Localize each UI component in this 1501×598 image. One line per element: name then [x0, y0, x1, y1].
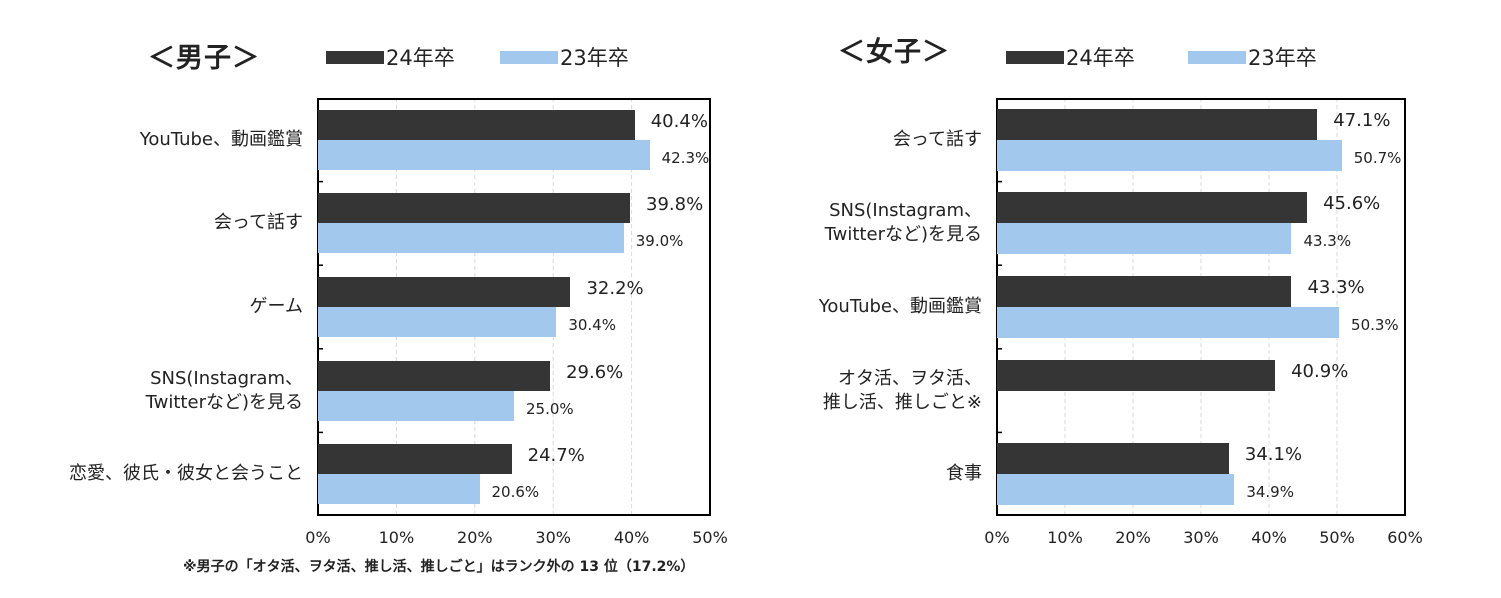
value-label-24: 24.7% [527, 445, 585, 467]
value-label-24: 47.1% [1333, 109, 1391, 131]
value-label-24: 34.1% [1244, 444, 1303, 466]
bar-23 [318, 223, 624, 254]
bar-23 [997, 223, 1292, 255]
bar-24 [997, 359, 1276, 391]
male-chart-title: ＜男子＞ [148, 43, 260, 74]
bar-24 [997, 276, 1292, 307]
x-tick-label: 0% [305, 528, 331, 547]
bar-23 [318, 139, 650, 170]
category-label: 食事 [946, 463, 982, 485]
legend-label-24: 24年卒 [1066, 46, 1135, 70]
bar-23 [997, 139, 1342, 171]
legend-swatch-23 [1188, 50, 1246, 64]
bar-24 [318, 444, 512, 475]
value-label-23: 43.3% [1303, 232, 1352, 251]
value-label-24: 40.4% [650, 110, 708, 132]
bar-24 [997, 192, 1308, 224]
value-label-24: 29.6% [566, 361, 624, 383]
bar-24 [318, 109, 635, 140]
male-chart-footnote: ※男子の「オタ活、ヲタ活、推し活、推しごと」はランク外の 13 位（17.2%） [183, 559, 695, 575]
value-label-24: 40.9% [1291, 360, 1349, 382]
category-label: YouTube、動画鑑賞 [818, 296, 982, 317]
value-label-24: 32.2% [586, 278, 644, 299]
x-tick-label: 30% [1183, 528, 1219, 547]
x-tick-label: 40% [613, 528, 650, 547]
category-label: 会って話す [892, 128, 982, 150]
bar-24 [318, 360, 551, 391]
bar-24 [318, 277, 571, 307]
value-label-23: 42.3% [661, 148, 710, 167]
bar-23 [318, 307, 557, 337]
category-label: SNS(Instagram、 Twitterなど)を見る [824, 200, 982, 246]
x-tick-label: 60% [1387, 528, 1423, 547]
legend-swatch-24 [326, 50, 384, 64]
legend-item-23: 23年卒 [500, 46, 629, 70]
value-label-23: 25.0% [526, 399, 574, 418]
category-label: 恋愛、彼氏・彼女と会うこと [69, 463, 303, 485]
female-chart-title: ＜女子＞ [838, 37, 950, 68]
value-label-23: 34.9% [1246, 483, 1294, 502]
bar-23 [997, 307, 1340, 338]
x-tick-label: 30% [535, 528, 571, 547]
legend-label-24: 24年卒 [386, 46, 455, 70]
x-tick-label: 0% [984, 528, 1010, 547]
legend-label-23: 23年卒 [1248, 46, 1317, 70]
value-label-24: 45.6% [1323, 193, 1381, 215]
value-label-23: 20.6% [491, 483, 540, 502]
legend-item-24: 24年卒 [326, 46, 455, 70]
bar-24 [997, 108, 1318, 140]
x-tick-label: 40% [1251, 528, 1287, 547]
category-label: ゲーム [249, 296, 303, 317]
value-label-23: 39.0% [635, 232, 684, 251]
female-chart-panel: ＜女子＞ 24年卒 23年卒 会って話す 47.1% 50.7% SNS(Instag… [750, 0, 1501, 598]
x-tick-label: 10% [378, 528, 415, 547]
x-tick-label: 10% [1047, 528, 1083, 547]
legend-swatch-24 [1006, 50, 1064, 64]
value-label-23: 30.4% [568, 316, 616, 334]
legend-swatch-23 [500, 50, 558, 64]
x-tick-label: 20% [1115, 528, 1151, 547]
bar-24 [997, 443, 1229, 475]
category-label: オタ活、ヲタ活、 推し活、推しごと※ [822, 367, 982, 413]
category-label: SNS(Instagram、 Twitterなど)を見る [145, 367, 303, 413]
bar-23 [318, 390, 514, 421]
value-label-24: 43.3% [1307, 277, 1365, 298]
bar-23 [318, 474, 480, 505]
legend-label-23: 23年卒 [560, 46, 629, 70]
x-tick-label: 20% [457, 528, 493, 547]
value-label-23: 50.3% [1351, 316, 1399, 334]
x-tick-label: 50% [1319, 528, 1355, 547]
legend-item-24: 24年卒 [1006, 46, 1135, 70]
category-label: 会って話す [213, 212, 303, 234]
bar-24 [318, 193, 631, 224]
value-label-24: 39.8% [646, 194, 704, 216]
male-chart-panel: ＜男子＞ 24年卒 23年卒 YouTube、動画鑑賞 40.4% 42.3% 会って… [0, 0, 750, 598]
category-label: YouTube、動画鑑賞 [139, 128, 303, 150]
x-tick-label: 50% [692, 528, 728, 547]
value-label-23: 50.7% [1353, 148, 1402, 167]
bar-23 [997, 474, 1235, 506]
legend-item-23: 23年卒 [1188, 46, 1317, 70]
